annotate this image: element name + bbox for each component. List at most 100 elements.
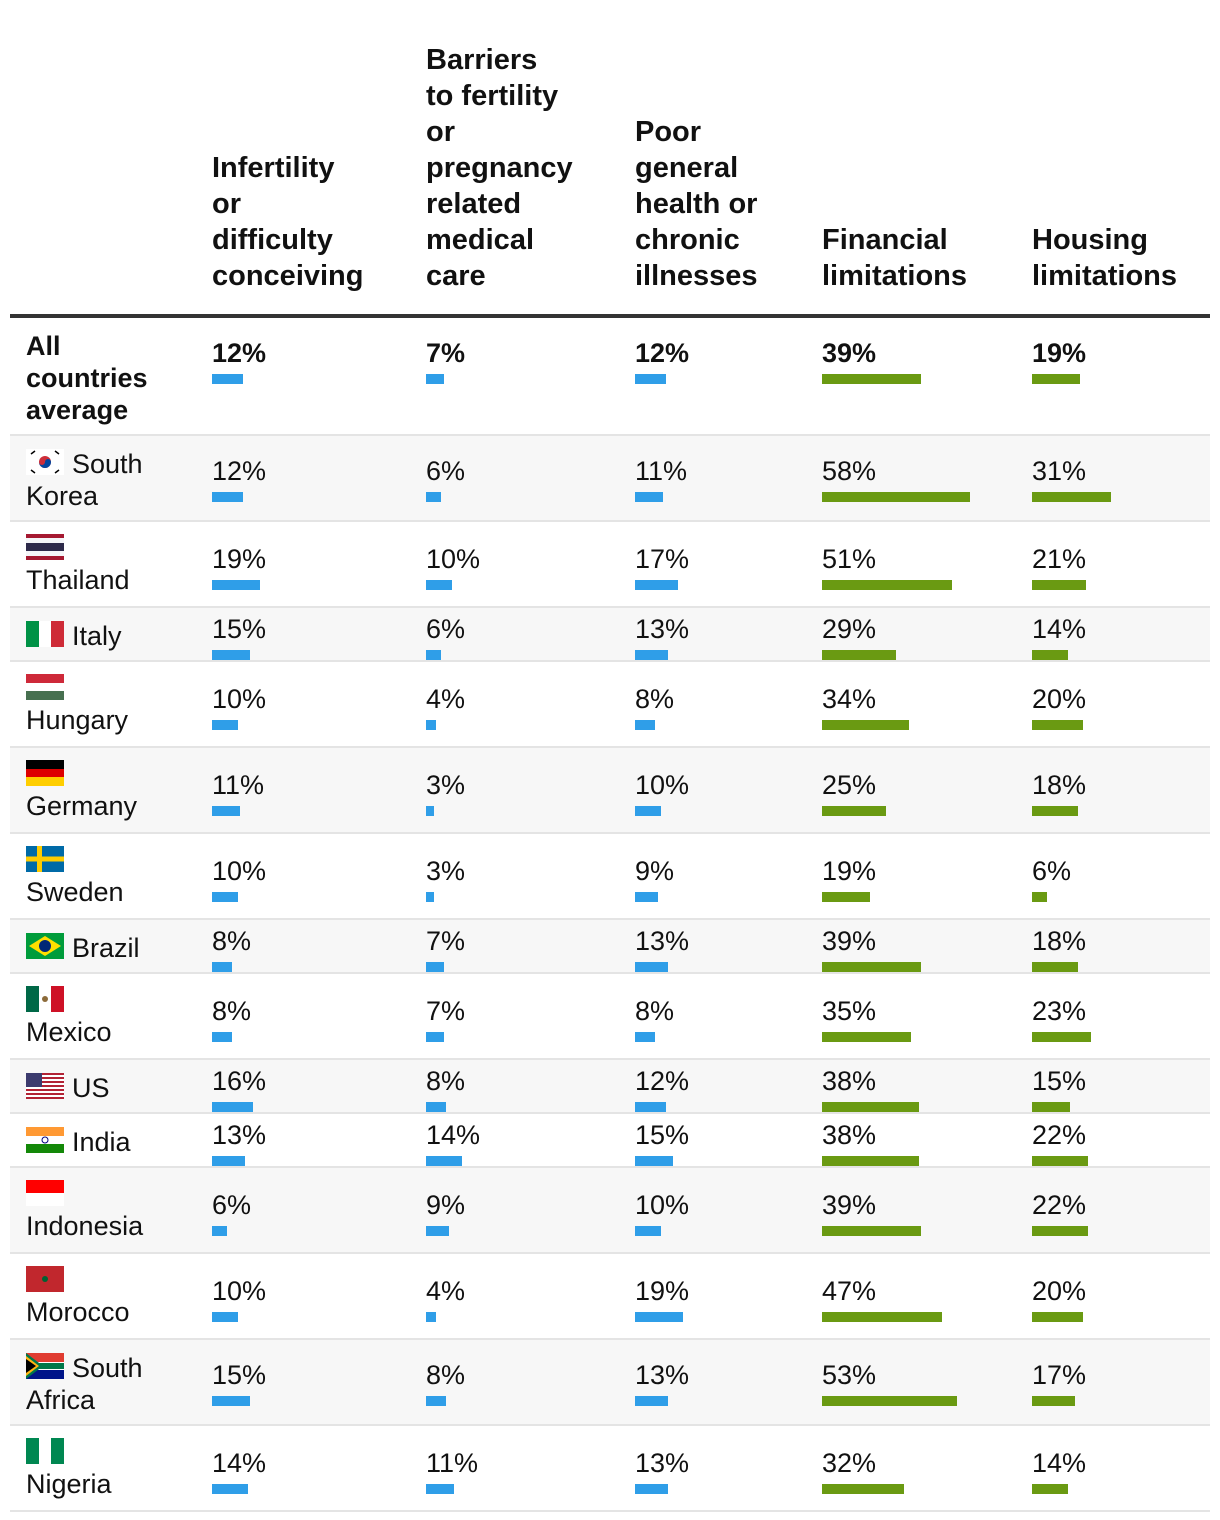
- row-label: South Africa: [26, 1352, 143, 1416]
- column-header-line: or: [212, 188, 241, 220]
- value-bar: [212, 1226, 227, 1236]
- row-label: South Korea: [26, 448, 143, 512]
- value-label: 12%: [212, 338, 267, 368]
- value-label: 10%: [426, 544, 481, 574]
- flag-brazil-icon: [26, 933, 64, 959]
- table-row: Thailand 19% 10% 17% 51% 21%: [10, 522, 1210, 608]
- value-label: 8%: [212, 926, 252, 956]
- value-bar: [635, 374, 666, 384]
- value-cell-infertility: 10%: [212, 684, 266, 730]
- value-bar: [635, 962, 668, 972]
- value-bar: [635, 1032, 655, 1042]
- value-cell-health: 15%: [635, 1120, 689, 1166]
- value-bar: [822, 374, 921, 384]
- row-label: Italy: [26, 620, 122, 652]
- value-bar: [212, 1312, 238, 1322]
- flag-nigeria-icon: [26, 1438, 64, 1464]
- value-cell-housing: 14%: [1032, 1448, 1086, 1494]
- column-header-line: to fertility: [426, 80, 559, 112]
- column-header-barriers: Barriers to fertility or pregnancy related me…: [426, 42, 573, 294]
- flag-indonesia-icon: [26, 1180, 64, 1206]
- value-cell-housing: 23%: [1032, 996, 1091, 1042]
- value-bar: [635, 1102, 666, 1112]
- value-bar: [822, 1396, 957, 1406]
- value-label: 19%: [212, 544, 267, 574]
- row-label-line: Nigeria: [26, 1469, 112, 1499]
- value-cell-financial: 32%: [822, 1448, 904, 1494]
- value-bar: [426, 806, 434, 816]
- value-cell-health: 11%: [635, 456, 687, 502]
- table-row: All countries average 12% 7% 12% 39% 19%: [10, 318, 1210, 436]
- column-header-line: difficulty: [212, 224, 333, 256]
- value-label: 8%: [212, 996, 252, 1026]
- value-bar: [212, 1032, 232, 1042]
- value-label: 9%: [635, 856, 675, 886]
- value-cell-housing: 6%: [1032, 856, 1071, 902]
- value-bar: [212, 580, 260, 590]
- value-bar: [635, 1156, 673, 1166]
- value-bar: [1032, 1032, 1091, 1042]
- value-bar: [1032, 962, 1078, 972]
- table-row: India 13% 14% 15% 38% 22%: [10, 1114, 1210, 1168]
- row-label-line: Thailand: [26, 565, 130, 595]
- value-cell-barriers: 6%: [426, 456, 465, 502]
- value-label: 12%: [635, 1066, 690, 1096]
- value-label: 51%: [822, 544, 877, 574]
- value-label: 19%: [822, 856, 877, 886]
- value-label: 38%: [822, 1066, 877, 1096]
- value-cell-financial: 53%: [822, 1360, 957, 1406]
- value-label: 39%: [822, 1190, 877, 1220]
- value-bar: [822, 962, 921, 972]
- row-label-line: Germany: [26, 791, 138, 821]
- value-bar: [822, 1226, 921, 1236]
- value-bar: [426, 492, 441, 502]
- column-header-line: illnesses: [635, 260, 758, 292]
- value-cell-infertility: 14%: [212, 1448, 266, 1494]
- value-bar: [426, 1396, 446, 1406]
- value-label: 23%: [1032, 996, 1087, 1026]
- value-label: 19%: [635, 1276, 690, 1306]
- row-label: US: [26, 1072, 110, 1104]
- value-bar: [212, 1156, 245, 1166]
- row-label-line: Sweden: [26, 877, 124, 907]
- value-cell-financial: 38%: [822, 1066, 919, 1112]
- value-bar: [822, 720, 909, 730]
- value-cell-infertility: 13%: [212, 1120, 266, 1166]
- value-cell-infertility: 16%: [212, 1066, 266, 1112]
- value-cell-barriers: 4%: [426, 684, 465, 730]
- table-row: South Africa 15% 8% 13% 53% 17%: [10, 1340, 1210, 1426]
- value-bar: [635, 1312, 683, 1322]
- value-bar: [212, 1102, 253, 1112]
- value-bar: [212, 650, 250, 660]
- value-label: 15%: [212, 1360, 267, 1390]
- column-header-financial: Financial limitations: [822, 222, 967, 294]
- value-label: 13%: [635, 1360, 690, 1390]
- flag-thailand-icon: [26, 534, 64, 560]
- value-label: 11%: [426, 1448, 479, 1478]
- value-bar: [426, 580, 452, 590]
- row-label-line: South: [72, 1353, 143, 1383]
- value-bar: [212, 374, 243, 384]
- value-bar: [426, 1312, 436, 1322]
- value-bar: [822, 1312, 942, 1322]
- value-cell-infertility: 8%: [212, 996, 251, 1042]
- row-label-line: Morocco: [26, 1297, 130, 1327]
- value-label: 22%: [1032, 1190, 1087, 1220]
- column-header-line: Barriers: [426, 44, 538, 76]
- value-cell-housing: 19%: [1032, 338, 1086, 384]
- value-cell-barriers: 14%: [426, 1120, 480, 1166]
- value-label: 8%: [635, 996, 675, 1026]
- value-cell-infertility: 19%: [212, 544, 266, 590]
- row-label-line: average: [26, 395, 129, 425]
- value-cell-financial: 35%: [822, 996, 911, 1042]
- value-cell-barriers: 9%: [426, 1190, 465, 1236]
- value-label: 17%: [635, 544, 690, 574]
- value-label: 29%: [822, 614, 877, 644]
- value-label: 14%: [212, 1448, 267, 1478]
- value-bar: [1032, 1484, 1068, 1494]
- value-bar: [635, 720, 655, 730]
- value-cell-housing: 22%: [1032, 1120, 1088, 1166]
- table-row: Hungary 10% 4% 8% 34% 20%: [10, 662, 1210, 748]
- value-cell-financial: 38%: [822, 1120, 919, 1166]
- value-cell-housing: 18%: [1032, 926, 1086, 972]
